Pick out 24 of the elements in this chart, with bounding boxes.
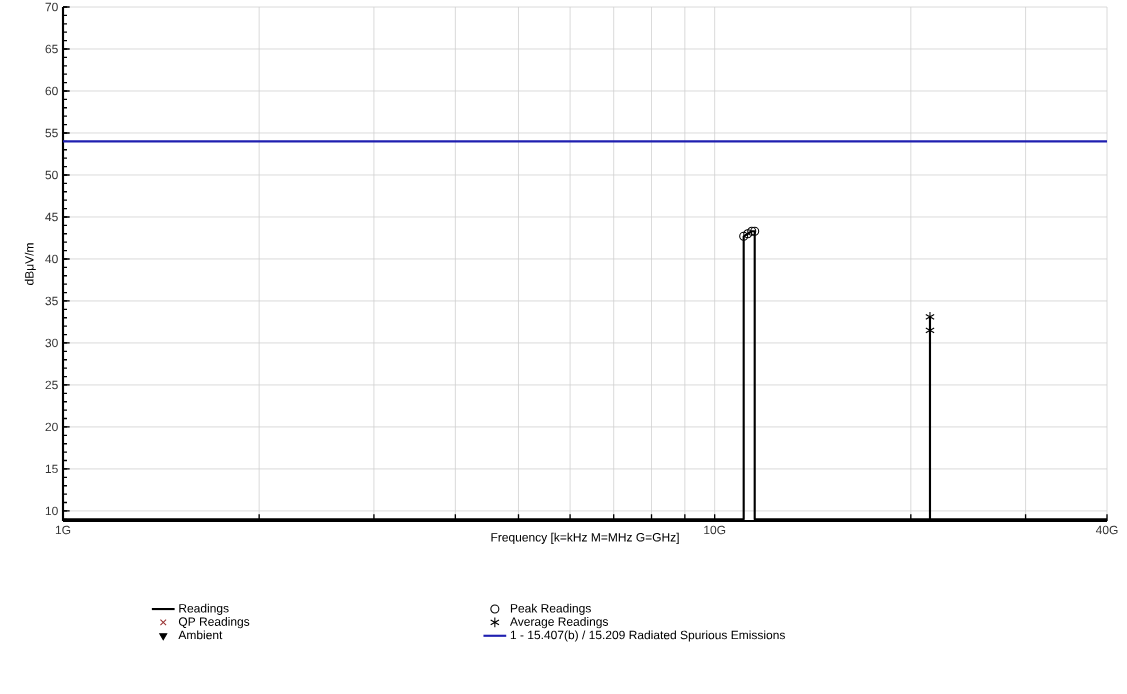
y-tick-label: 20 [45, 422, 58, 432]
y-tick-label: 45 [45, 212, 58, 222]
x-tick-label: 1G [55, 525, 71, 535]
y-tick-label: 30 [45, 338, 58, 348]
legend-label: QP Readings [178, 617, 250, 629]
y-tick-label: 70 [45, 2, 58, 12]
legend-label: Average Readings [509, 617, 608, 629]
y-axis-title: dBμV/m [24, 243, 36, 285]
y-tick-label: 50 [45, 170, 58, 180]
y-tick-label: 60 [45, 86, 58, 96]
y-tick-label: 55 [45, 128, 58, 138]
legend-label: Ambient [178, 630, 223, 640]
legend-label: 1 - 15.407(b) / 15.209 Radiated Spurious Emissions [510, 630, 785, 642]
x-tick-label: 40G [1095, 525, 1118, 535]
legend-label: Peak Readings [510, 603, 591, 615]
y-tick-label: 35 [45, 296, 58, 306]
x-axis-title: Frequency [k=kHz M=MHz G=GHz] [491, 532, 679, 544]
y-tick-label: 25 [45, 380, 58, 390]
x-tick-label: 10G [704, 525, 726, 535]
y-tick-label: 65 [45, 44, 58, 54]
legend-label: Readings [179, 603, 229, 615]
y-tick-label: 15 [45, 464, 58, 474]
y-tick-label: 10 [45, 506, 58, 516]
y-tick-label: 40 [45, 254, 58, 264]
